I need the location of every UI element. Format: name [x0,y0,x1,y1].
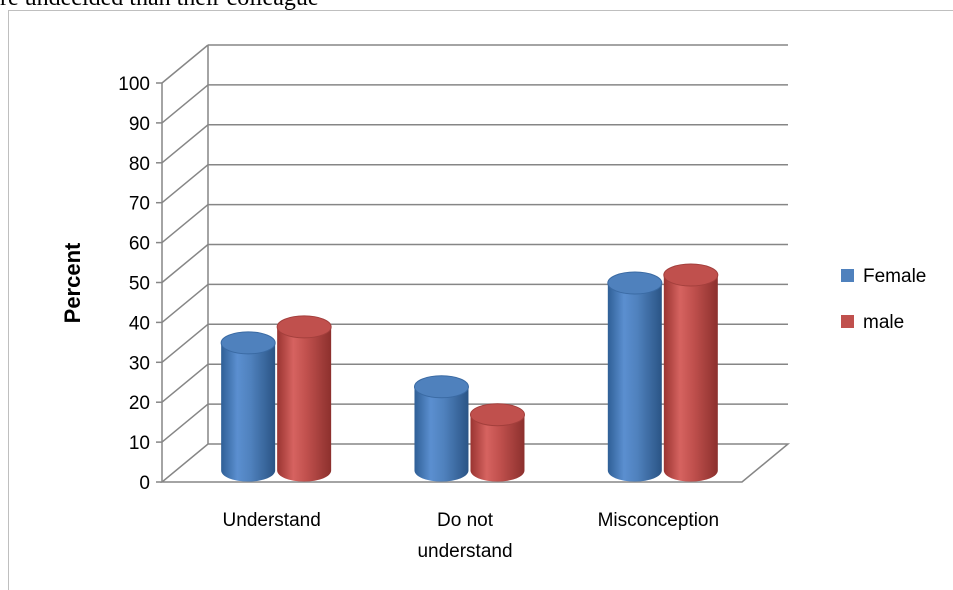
y-tick-label: 70 [129,194,150,215]
grid-layer [159,44,791,483]
bar-top [663,263,719,287]
legend-swatch [841,315,854,328]
gridline-side [161,243,209,284]
gridline-side [161,363,209,403]
chart-frame [8,10,953,590]
gridline-side [161,44,209,84]
y-tick-label: 50 [129,274,150,295]
gridline-side [161,84,209,124]
gridline-side [161,124,209,164]
y-tick-label: 20 [129,393,150,414]
y-tick-label: 40 [129,313,150,334]
x-tick-label: Misconception [598,510,719,531]
y-tick-label: 80 [129,154,150,175]
bar-body [277,326,332,482]
bar [607,271,663,482]
bar [469,403,525,482]
labels-layer: 0 10 20 30 40 50 60 70 80 90 100 Understand Do not un… [118,74,719,562]
bar-top [469,403,525,427]
bar-top [220,331,276,355]
bar [413,375,469,482]
bar-top [607,271,663,295]
bar-top [276,315,332,339]
y-tick-label: 90 [129,114,150,135]
bar [663,263,719,482]
bar-body [414,386,469,482]
y-tick-label: 10 [129,433,150,454]
bar [220,331,276,482]
chart-floor [159,443,791,483]
gridline-side [161,323,209,363]
bar-body [663,275,718,482]
y-tick-label: 100 [118,74,150,95]
bar-body [470,414,525,482]
x-tick-label: Understand [223,510,321,531]
gridline-side [161,283,209,323]
legend: Female male [841,266,926,333]
header-text: re undecided than their colleague [0,0,319,12]
gridline-side [161,204,209,244]
bar-body [607,283,662,482]
bar-body [221,342,276,482]
gridline-side [161,164,209,204]
legend-swatch [841,269,854,282]
legend-label: male [863,312,904,333]
y-tick-label: 30 [129,353,150,374]
gridline-side [161,403,209,443]
bars-layer [220,263,719,482]
bar [276,315,332,482]
bar-top [413,375,469,399]
x-tick-label: Do not understand [417,510,512,562]
y-axis-label: Percent [60,242,85,323]
legend-label: Female [863,266,926,287]
y-tick-label: 60 [129,234,150,255]
y-tick-label: 0 [139,473,150,494]
axis-layer [156,45,209,483]
